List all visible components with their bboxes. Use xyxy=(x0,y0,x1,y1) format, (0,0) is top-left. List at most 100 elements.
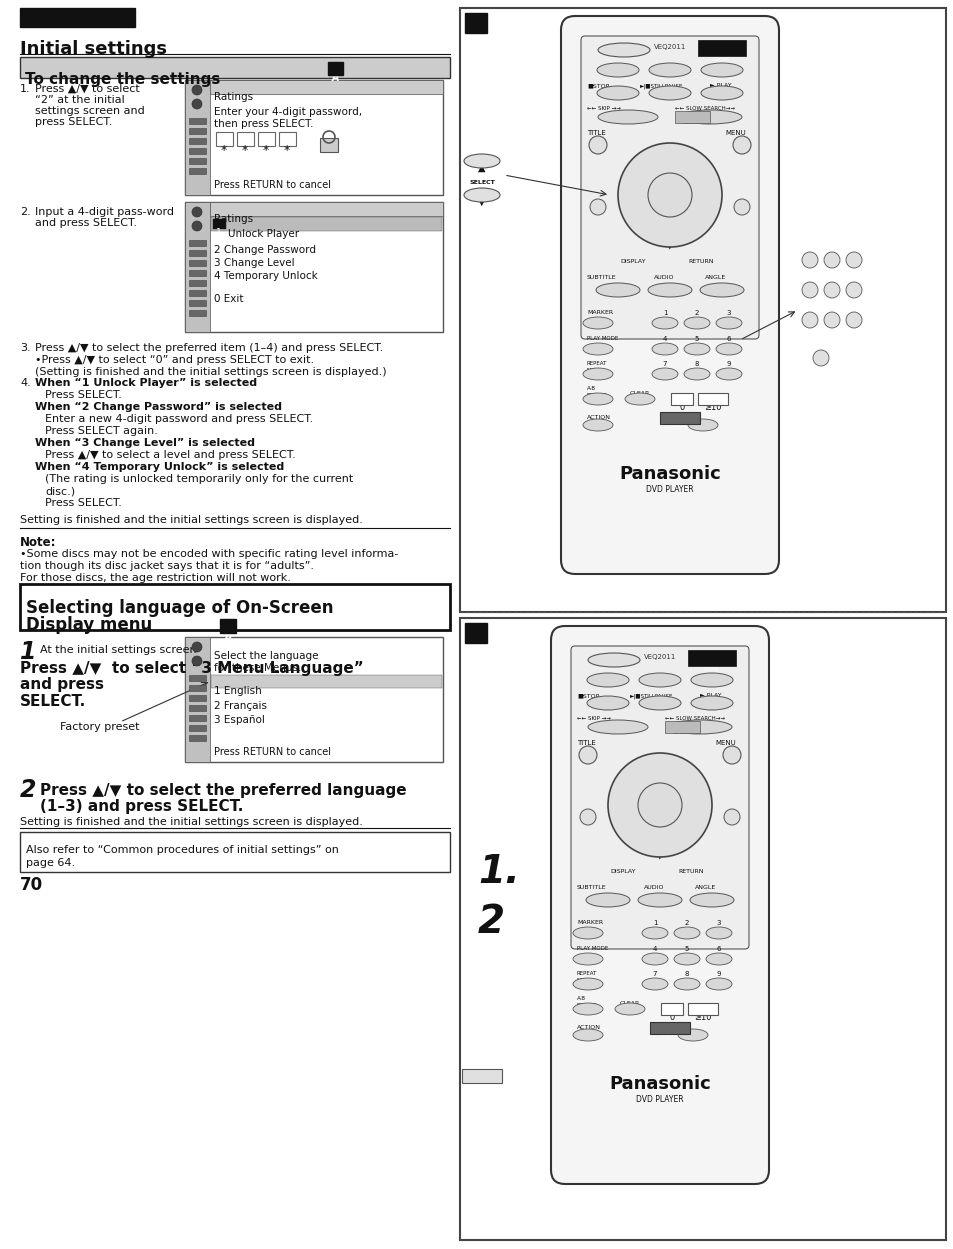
Text: CLEAR: CLEAR xyxy=(629,391,649,396)
Ellipse shape xyxy=(582,418,613,431)
Text: *: * xyxy=(242,144,248,157)
Text: SUBTITLE: SUBTITLE xyxy=(586,275,616,280)
Text: 6: 6 xyxy=(726,336,731,342)
Text: Press ▲/▼ to select the preferred item (1–4) and press SELECT.: Press ▲/▼ to select the preferred item (… xyxy=(35,343,383,353)
Bar xyxy=(189,300,206,306)
Text: ANGLE: ANGLE xyxy=(704,275,725,280)
Text: SELECT: SELECT xyxy=(655,199,684,204)
Text: 6: 6 xyxy=(716,945,720,952)
Ellipse shape xyxy=(716,368,741,380)
Text: 3: 3 xyxy=(726,310,731,316)
Bar xyxy=(687,1003,718,1015)
Bar xyxy=(185,637,210,762)
Text: CLOSE: CLOSE xyxy=(703,667,720,672)
Text: Press ▲/▼ to select: Press ▲/▼ to select xyxy=(35,84,139,94)
Text: ≥10: ≥10 xyxy=(703,403,721,412)
Text: 8: 8 xyxy=(829,322,833,328)
Text: ENGLISH: ENGLISH xyxy=(51,22,105,32)
Text: ▲: ▲ xyxy=(655,763,664,776)
Ellipse shape xyxy=(651,368,678,380)
Bar xyxy=(189,137,206,144)
Bar xyxy=(687,649,735,666)
Circle shape xyxy=(723,809,740,826)
Text: CLEAR: CLEAR xyxy=(619,1000,639,1005)
Text: 9: 9 xyxy=(726,361,731,367)
Bar xyxy=(319,137,337,152)
Bar xyxy=(664,721,700,733)
Circle shape xyxy=(588,136,606,154)
Text: 1: 1 xyxy=(652,921,657,926)
Ellipse shape xyxy=(705,953,731,965)
Text: 2 Français: 2 Français xyxy=(213,701,267,711)
Text: Initial settings: Initial settings xyxy=(20,40,167,57)
Text: •Press ▲/▼ to select “0” and press SELECT to exit.: •Press ▲/▼ to select “0” and press SELEC… xyxy=(35,355,314,365)
Text: 1: 1 xyxy=(662,310,666,316)
Bar xyxy=(20,832,450,872)
Circle shape xyxy=(845,282,862,299)
Bar xyxy=(464,12,486,32)
Text: TITLE: TITLE xyxy=(577,739,595,746)
Circle shape xyxy=(647,174,691,217)
Ellipse shape xyxy=(587,653,639,667)
Ellipse shape xyxy=(641,927,667,939)
Text: B: B xyxy=(224,631,232,641)
Text: Ratings: Ratings xyxy=(213,214,253,224)
Bar xyxy=(185,637,442,762)
Bar xyxy=(189,159,206,164)
Circle shape xyxy=(733,199,749,215)
Circle shape xyxy=(845,312,862,328)
Bar xyxy=(189,724,206,731)
Text: When “2 Change Password” is selected: When “2 Change Password” is selected xyxy=(35,402,282,412)
Text: *: * xyxy=(221,144,227,157)
Text: 2: 2 xyxy=(477,903,504,940)
Bar xyxy=(189,734,206,741)
Circle shape xyxy=(192,85,202,95)
Ellipse shape xyxy=(639,673,680,687)
Text: ■STOP: ■STOP xyxy=(577,693,598,698)
Text: SELECT: SELECT xyxy=(469,180,495,185)
Text: Note:: Note: xyxy=(20,536,56,550)
Text: ▼: ▼ xyxy=(477,197,485,207)
Text: “2” at the initial: “2” at the initial xyxy=(35,95,125,105)
Text: Factory preset: Factory preset xyxy=(60,722,139,732)
Text: Press RETURN to cancel: Press RETURN to cancel xyxy=(213,747,331,757)
Text: Also refer to “Common procedures of initial settings” on: Also refer to “Common procedures of init… xyxy=(26,846,338,856)
Circle shape xyxy=(192,221,202,231)
Text: SLOW: SLOW xyxy=(682,120,700,125)
Text: ◄: ◄ xyxy=(622,197,632,210)
Text: 7: 7 xyxy=(662,361,666,367)
Text: OPEN: OPEN xyxy=(703,659,719,664)
Bar xyxy=(189,290,206,296)
Bar xyxy=(220,620,235,633)
Ellipse shape xyxy=(651,343,678,355)
Text: B: B xyxy=(470,639,481,654)
Ellipse shape xyxy=(690,696,732,709)
Text: 5: 5 xyxy=(694,336,699,342)
Bar xyxy=(215,132,233,146)
Text: Ratings: Ratings xyxy=(213,92,253,102)
Bar xyxy=(189,250,206,256)
Text: 3: 3 xyxy=(851,262,856,269)
Ellipse shape xyxy=(673,978,700,990)
Ellipse shape xyxy=(705,978,731,990)
Text: SELECT.: SELECT. xyxy=(20,694,86,709)
Ellipse shape xyxy=(648,86,690,100)
Text: DVD PLAYER: DVD PLAYER xyxy=(636,1095,683,1104)
Text: 0: 0 xyxy=(818,360,822,366)
Bar xyxy=(210,80,442,94)
Circle shape xyxy=(192,642,202,652)
Text: 2: 2 xyxy=(694,310,699,316)
Ellipse shape xyxy=(587,719,647,734)
Bar xyxy=(236,132,253,146)
Bar xyxy=(189,310,206,316)
Text: V.S.S.: V.S.S. xyxy=(670,422,689,428)
Text: MARKER: MARKER xyxy=(577,921,602,926)
Text: Press SELECT again.: Press SELECT again. xyxy=(45,426,157,436)
Text: A-B: A-B xyxy=(586,386,596,391)
Bar xyxy=(659,412,700,423)
Ellipse shape xyxy=(683,368,709,380)
Text: MARKER: MARKER xyxy=(586,310,613,315)
Text: 3: 3 xyxy=(716,921,720,926)
Bar xyxy=(278,132,295,146)
Bar xyxy=(189,240,206,246)
